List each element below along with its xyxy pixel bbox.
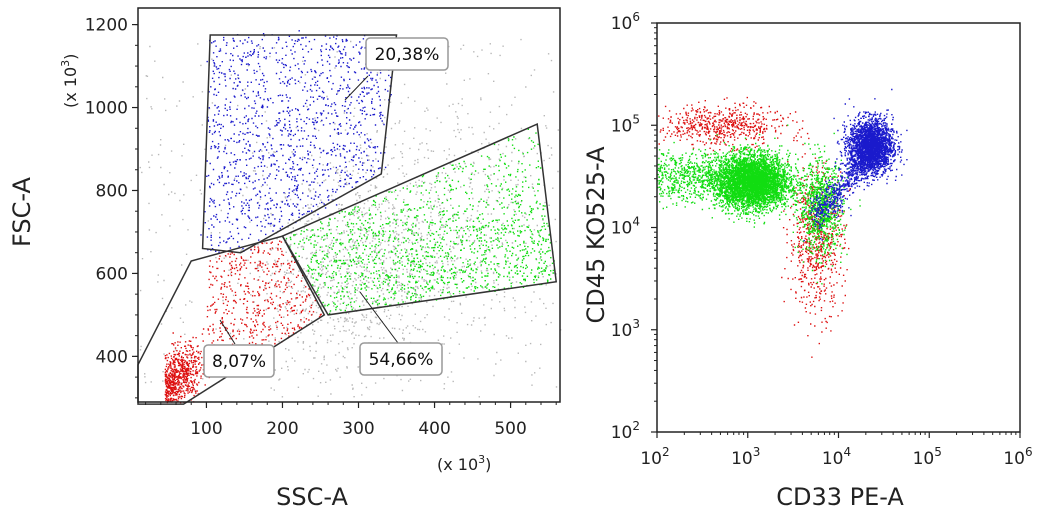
left-x-multiplier: (x 103) xyxy=(437,453,491,474)
left-x-tick-label: 100 xyxy=(190,419,222,439)
gate-percent-red: 8,07% xyxy=(212,352,266,372)
left-x-tick-label: 200 xyxy=(266,419,298,439)
right-y-tick-label: 102 xyxy=(611,419,640,443)
right-y-tick-label: 104 xyxy=(611,215,640,239)
gate-blue xyxy=(201,34,398,254)
gate-percent-green: 54,66% xyxy=(369,350,434,370)
gate-red xyxy=(137,235,326,405)
right-x-tick-label: 103 xyxy=(731,445,760,469)
right-y-axis-label: CD45 KO525-A xyxy=(582,146,610,324)
left-red-population xyxy=(164,240,322,404)
gate-label-green: 54,66% xyxy=(359,291,443,376)
right-x-tick-label: 104 xyxy=(822,445,851,469)
gate-leader-green xyxy=(359,291,399,344)
right-y-tick-label: 103 xyxy=(611,317,640,341)
left-y-multiplier-exp: 3 xyxy=(59,60,72,67)
left-green-population xyxy=(285,128,555,315)
left-x-multiplier-exp: 3 xyxy=(478,453,485,466)
left-y-tick-label: 1000 xyxy=(85,99,128,119)
left-y-tick-label: 1200 xyxy=(85,16,128,36)
right-y-tick-label: 105 xyxy=(611,112,640,136)
left-y-multiplier: (x 103) xyxy=(59,54,80,108)
gate-badge-blue xyxy=(365,37,449,71)
gate-leader-blue xyxy=(344,75,369,101)
left-plot-frame xyxy=(137,7,561,403)
right-scatter-plot: 102 103 104 105 106 102 103 104 105 106 CD33 PE-… xyxy=(582,10,1033,511)
left-gates-layer xyxy=(137,34,558,405)
gate-label-blue: 20,38% xyxy=(344,37,449,101)
left-y-tick-label: 600 xyxy=(96,264,128,284)
gate-label-red: 8,07% xyxy=(203,319,275,378)
right-blue-population xyxy=(803,88,908,242)
right-green-population xyxy=(657,124,861,285)
right-y-ticks: 102 103 104 105 106 xyxy=(611,10,657,443)
left-y-ticks: 400 600 800 1000 1200 xyxy=(85,16,138,399)
right-x-ticks: 102 103 104 105 106 xyxy=(640,432,1033,469)
left-y-tick-label: 800 xyxy=(96,181,128,201)
left-x-tick-label: 300 xyxy=(342,419,374,439)
right-x-axis-label: CD33 PE-A xyxy=(776,483,904,511)
left-x-tick-label: 400 xyxy=(418,419,450,439)
left-y-axis-label: FSC-A xyxy=(8,176,36,247)
gate-badge-red xyxy=(203,344,275,378)
gate-badge-green xyxy=(359,342,443,376)
right-x-tick-label: 102 xyxy=(640,445,669,469)
gate-leader-red xyxy=(219,319,236,345)
left-background-events xyxy=(139,38,562,398)
right-red-population xyxy=(658,96,858,358)
left-x-ticks: 100 200 300 400 500 xyxy=(145,402,557,439)
left-x-axis-label: SSC-A xyxy=(276,483,348,511)
left-y-tick-label: 400 xyxy=(96,347,128,367)
right-x-tick-label: 106 xyxy=(1003,445,1032,469)
left-blue-population xyxy=(200,30,396,253)
gate-green xyxy=(281,123,558,316)
left-x-tick-label: 500 xyxy=(494,419,526,439)
right-y-tick-label: 106 xyxy=(611,10,640,34)
right-x-tick-label: 105 xyxy=(913,445,942,469)
gate-percent-blue: 20,38% xyxy=(375,45,440,65)
right-points-layer xyxy=(657,88,908,358)
left-points-layer xyxy=(139,30,562,404)
